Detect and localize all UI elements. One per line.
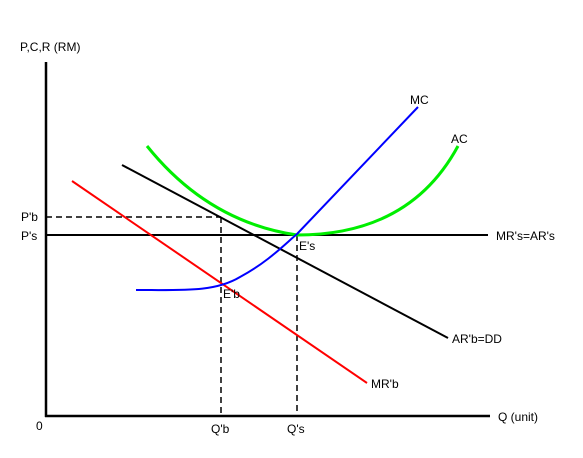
mrb-label: MR'b [371,377,399,391]
mc-curve [135,106,419,292]
pb-tick-label: P'b [21,210,38,224]
ps-tick-label: P's [21,229,37,243]
arb-dd-line [121,164,449,339]
ac-curve [145,145,460,237]
mrs-ars-label: MR's=AR's [496,229,555,243]
mrb-line [71,180,368,384]
mc-label: MC [410,93,429,107]
eb-point-label: E'b [223,287,240,301]
ac-label: AC [451,132,468,146]
y-axis-label: P,C,R (RM) [20,40,80,54]
x-axis-label: Q (unit) [498,410,538,424]
qs-tick-label: Q's [287,422,305,436]
qb-tick-label: Q'b [211,422,230,436]
es-point-label: E's [299,239,315,253]
arb-dd-label: AR'b=DD [452,332,502,346]
origin-label: 0 [36,419,43,433]
